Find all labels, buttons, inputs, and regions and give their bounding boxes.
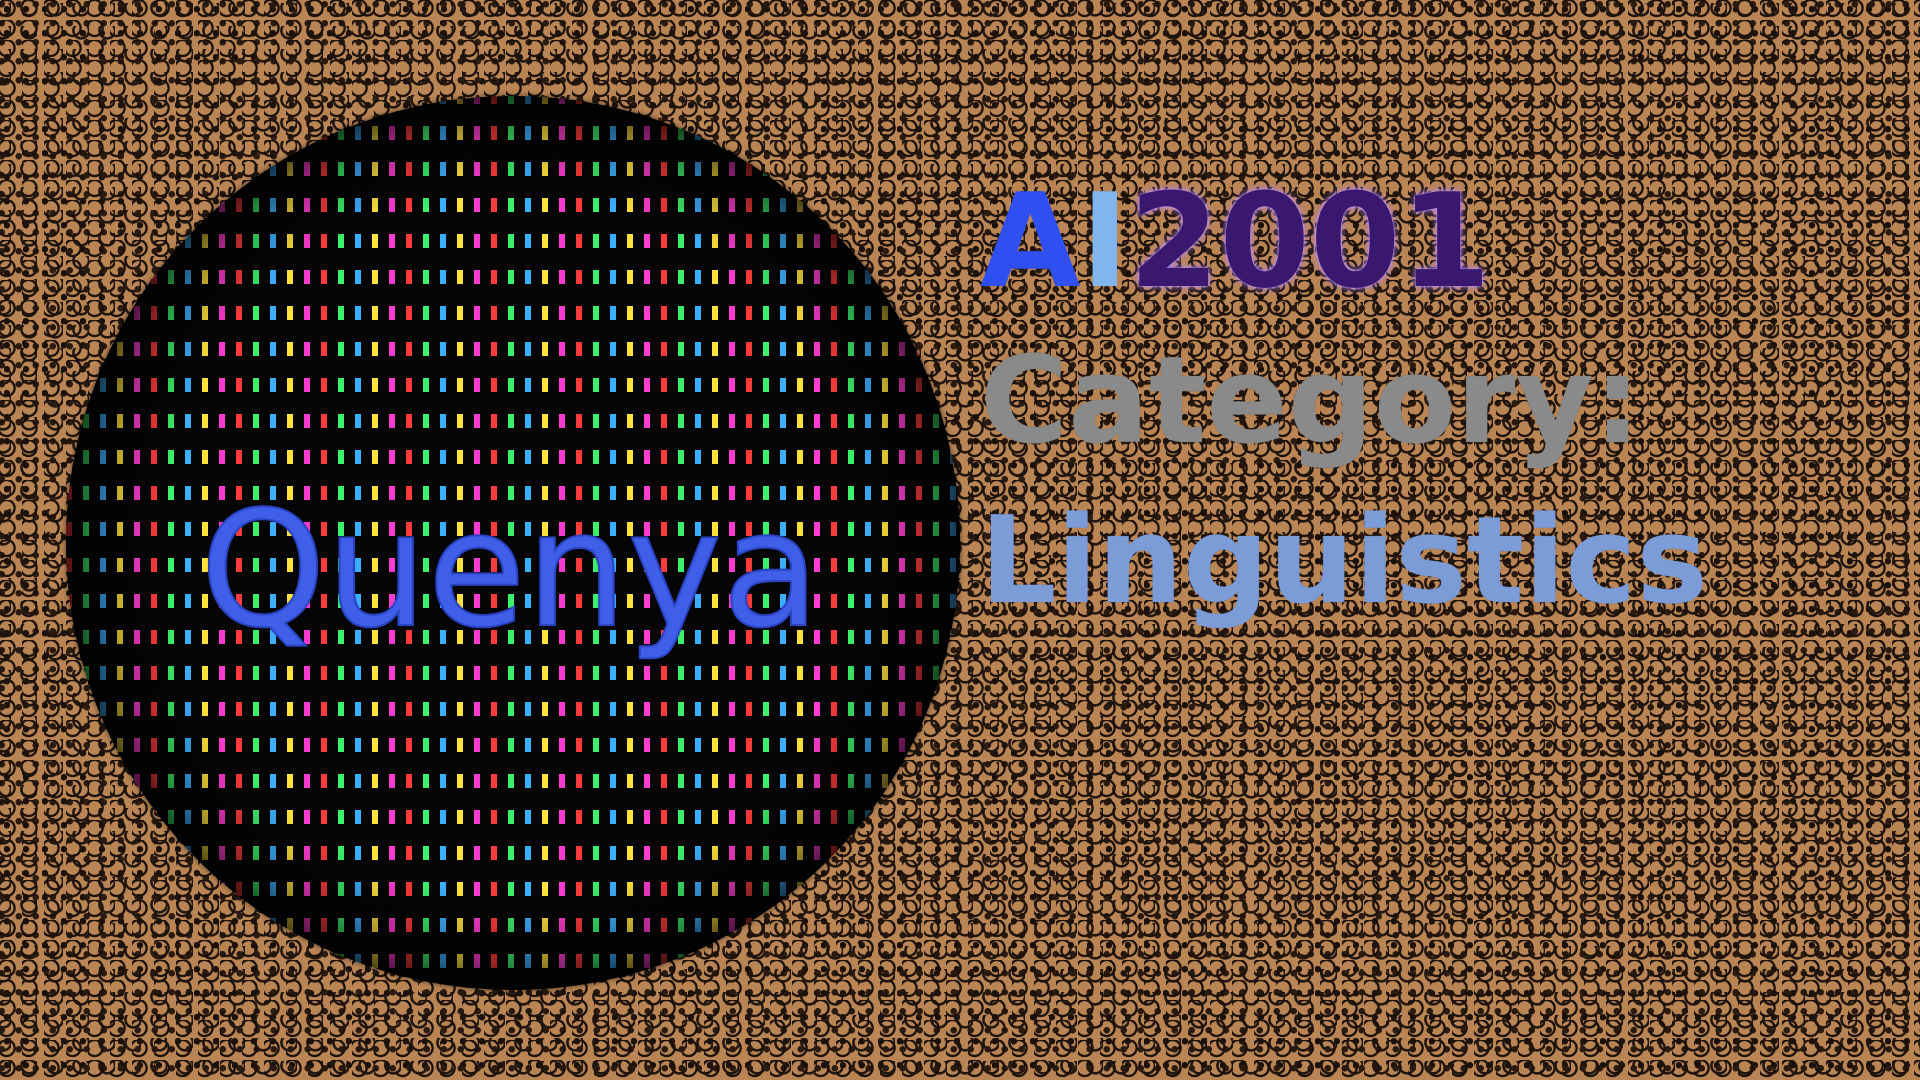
category-value: Linguistics xyxy=(980,492,1708,631)
ai-letter-i: I xyxy=(1080,165,1129,317)
ai-year: 2001 xyxy=(1129,165,1491,317)
disco-sphere-graphic xyxy=(66,96,960,990)
ai-letter-a: A xyxy=(980,165,1081,317)
category-label: Category: xyxy=(980,332,1642,471)
title-block: AI2001 Category: Linguistics xyxy=(980,176,1880,622)
ai2001-heading: AI2001 xyxy=(980,176,1880,306)
quenya-label: Quenya xyxy=(199,476,821,663)
